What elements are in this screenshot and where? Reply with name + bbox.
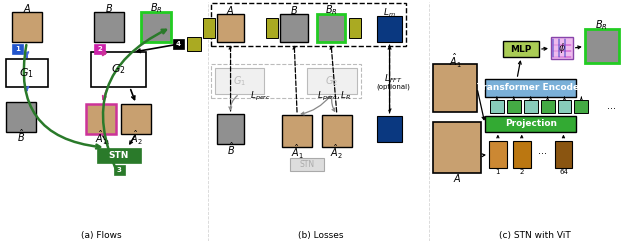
Bar	[203, 18, 214, 38]
Bar	[217, 14, 244, 42]
Text: $L_{FFT}$: $L_{FFT}$	[384, 73, 403, 85]
Text: $L_m$: $L_m$	[383, 6, 396, 19]
Text: 64: 64	[559, 169, 568, 175]
Text: (optional): (optional)	[376, 84, 410, 90]
Text: $G_1$: $G_1$	[19, 66, 35, 80]
Bar	[187, 37, 201, 51]
Text: $B$: $B$	[290, 4, 298, 16]
Bar	[95, 13, 124, 42]
Text: STN: STN	[109, 151, 129, 160]
Bar	[121, 104, 151, 134]
Bar	[114, 166, 125, 175]
Bar	[377, 116, 403, 142]
Text: $L_{perc}, L_R$: $L_{perc}, L_R$	[317, 90, 351, 103]
Bar	[97, 147, 141, 163]
Text: $\phi$: $\phi$	[558, 41, 566, 55]
Text: ...: ...	[607, 101, 616, 111]
Text: 3: 3	[117, 167, 122, 174]
Text: $\hat{A}_1$: $\hat{A}_1$	[449, 52, 461, 70]
Bar	[377, 16, 403, 42]
Bar	[290, 158, 324, 171]
Text: $B$: $B$	[106, 2, 113, 14]
Text: $G_2$: $G_2$	[325, 74, 339, 88]
Text: MLP: MLP	[511, 45, 532, 54]
Bar	[507, 100, 521, 113]
Bar	[322, 115, 352, 147]
Text: 1: 1	[495, 169, 500, 175]
Text: $A$: $A$	[453, 172, 461, 184]
Bar	[211, 2, 406, 46]
Text: (c) STN with ViT: (c) STN with ViT	[499, 231, 570, 240]
Text: ...: ...	[538, 146, 547, 156]
Bar	[214, 68, 264, 94]
Text: $A$: $A$	[227, 4, 235, 16]
Text: $B_R$: $B_R$	[150, 1, 163, 15]
Bar	[266, 18, 278, 38]
Text: $\hat{A}_1$: $\hat{A}_1$	[95, 129, 108, 147]
Bar	[485, 116, 577, 132]
Bar	[173, 39, 184, 49]
Text: $\hat{A}_2$: $\hat{A}_2$	[130, 129, 143, 147]
Bar	[86, 104, 116, 134]
Bar	[503, 41, 539, 57]
Bar	[541, 100, 554, 113]
Text: $\hat{A}_1$: $\hat{A}_1$	[291, 143, 303, 161]
Text: (b) Losses: (b) Losses	[298, 231, 344, 240]
Text: STN: STN	[300, 160, 315, 169]
Text: $\hat{A}_2$: $\hat{A}_2$	[330, 143, 343, 161]
Text: $A$: $A$	[22, 2, 31, 14]
Bar	[485, 79, 577, 97]
Text: $L_{perc}$: $L_{perc}$	[250, 90, 271, 103]
Text: $B_R$: $B_R$	[324, 4, 337, 17]
Text: 2: 2	[520, 169, 524, 175]
Bar	[282, 115, 312, 147]
Bar	[6, 102, 36, 132]
Text: $\hat{B}$: $\hat{B}$	[227, 141, 235, 157]
Bar	[92, 52, 146, 87]
Bar	[490, 100, 504, 113]
Text: 1: 1	[15, 46, 20, 52]
Bar	[574, 100, 588, 113]
Text: $G_2$: $G_2$	[111, 63, 126, 76]
Text: Transformer Encoder: Transformer Encoder	[477, 83, 584, 93]
Bar	[433, 64, 477, 112]
Bar	[349, 18, 361, 38]
Bar	[524, 100, 538, 113]
Text: (a) Flows: (a) Flows	[81, 231, 122, 240]
Bar	[557, 100, 572, 113]
Bar	[12, 44, 23, 54]
Bar	[12, 13, 42, 42]
Bar	[141, 13, 171, 42]
Bar	[280, 14, 308, 42]
Bar	[554, 141, 572, 168]
Bar	[489, 141, 507, 168]
Text: $\hat{B}$: $\hat{B}$	[17, 127, 25, 144]
Bar	[95, 44, 106, 54]
Bar	[585, 29, 618, 63]
Bar	[433, 122, 481, 174]
Text: 4: 4	[176, 41, 181, 47]
Bar	[217, 114, 244, 144]
Text: $B_R$: $B_R$	[595, 19, 608, 32]
Text: $G_1$: $G_1$	[233, 74, 246, 88]
Bar	[211, 64, 361, 98]
Text: Projection: Projection	[505, 119, 557, 128]
Bar	[6, 59, 48, 87]
Text: 2: 2	[97, 46, 102, 52]
Bar	[317, 14, 345, 42]
Bar	[513, 141, 531, 168]
Bar	[307, 68, 356, 94]
Bar	[551, 37, 573, 59]
